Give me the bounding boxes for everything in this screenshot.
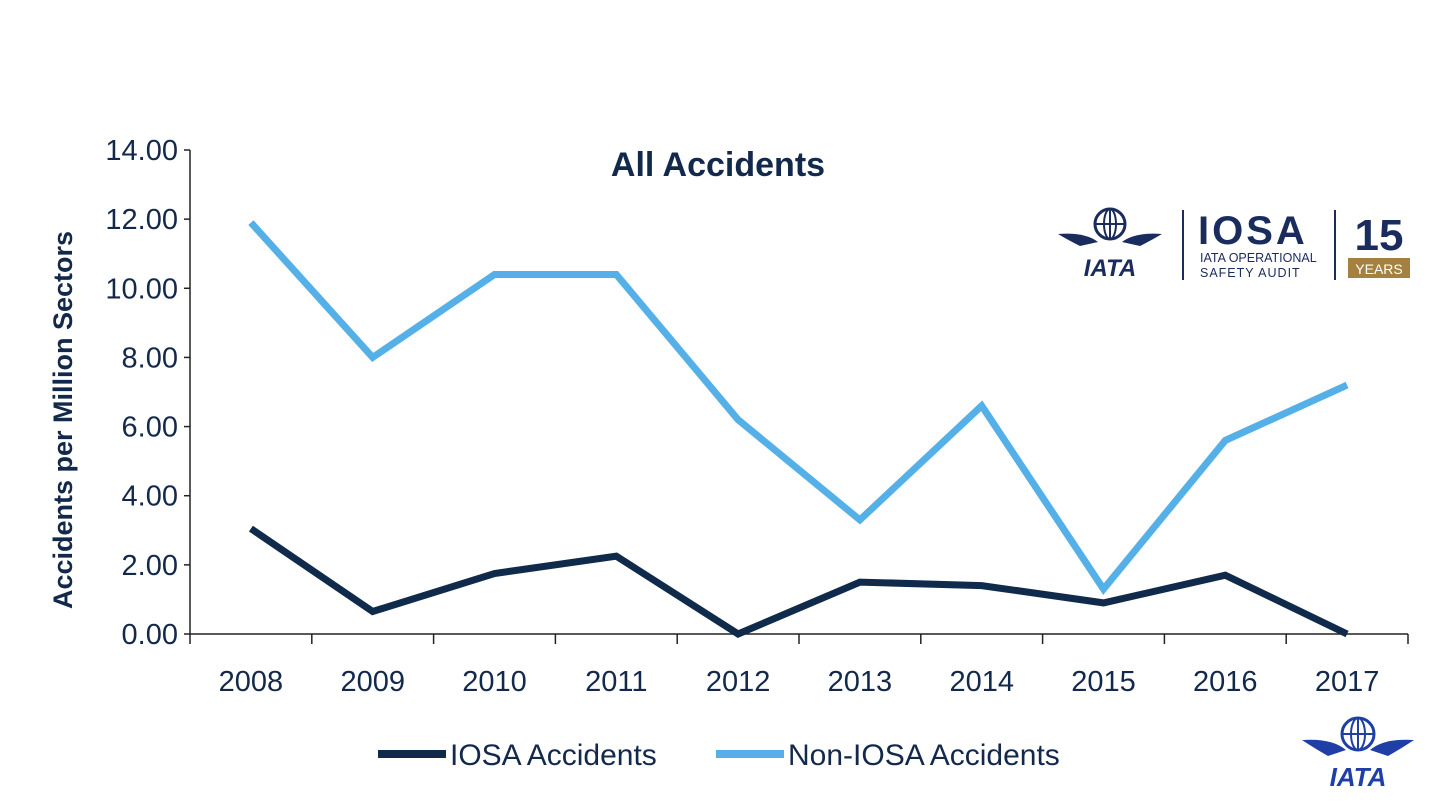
years-number: 15	[1355, 211, 1404, 260]
y-tick-label: 12.00	[105, 204, 178, 236]
legend: IOSA Accidents Non-IOSA Accidents	[378, 739, 1060, 772]
tick-labels: 0.00 2.00 4.00 6.00 8.00 10.00 12.00 14.00 2008 2…	[105, 135, 1379, 698]
iata-footer-logo: IATA	[1302, 716, 1414, 792]
iata-footer-wordmark: IATA	[1330, 762, 1387, 792]
x-tick-label: 2016	[1193, 666, 1258, 698]
x-tick-label: 2013	[828, 666, 893, 698]
y-tick-label: 0.00	[122, 619, 178, 651]
x-tick-label: 2014	[949, 666, 1014, 698]
legend-label-0: IOSA Accidents	[450, 739, 657, 772]
series-lines	[248, 220, 1349, 638]
y-tick-label: 2.00	[122, 550, 178, 582]
legend-label-1: Non-IOSA Accidents	[788, 739, 1060, 772]
iata-globe-icon	[1302, 716, 1414, 756]
iata-globe-icon	[1058, 207, 1162, 246]
x-tick-label: 2009	[340, 666, 405, 698]
x-tick-label: 2012	[706, 666, 771, 698]
y-tick-label: 4.00	[122, 481, 178, 513]
x-tick-label: 2008	[219, 666, 284, 698]
axes	[184, 149, 1409, 644]
iosa-subtitle-2: SAFETY AUDIT	[1200, 266, 1301, 280]
x-tick-label: 2010	[462, 666, 527, 698]
y-tick-label: 10.00	[105, 273, 178, 305]
iosa-15-years-logo: IATA IOSA IATA OPERATIONAL SAFETY AUDIT …	[1040, 196, 1422, 288]
chart-title: All Accidents	[611, 146, 825, 184]
iata-wordmark: IATA	[1084, 255, 1136, 282]
x-tick-label: 2015	[1071, 666, 1136, 698]
iosa-wordmark: IOSA	[1198, 209, 1308, 253]
y-axis-label: Accidents per Million Sectors	[48, 231, 78, 609]
years-label: YEARS	[1355, 261, 1402, 277]
x-tick-label: 2011	[585, 666, 647, 698]
y-tick-label: 6.00	[122, 412, 178, 444]
y-tick-label: 14.00	[105, 135, 178, 167]
series-line-1	[248, 220, 1349, 595]
x-tick-label: 2017	[1315, 666, 1380, 698]
series-line-0	[248, 525, 1349, 638]
iosa-subtitle-1: IATA OPERATIONAL	[1200, 251, 1317, 265]
y-tick-label: 8.00	[122, 342, 178, 374]
